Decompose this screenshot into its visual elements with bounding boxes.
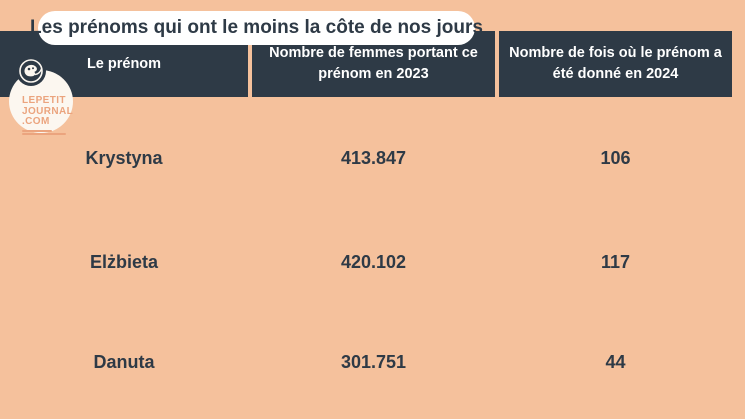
logo-fineprint [22, 129, 73, 135]
page-title: Les prénoms qui ont le moins la côte de … [30, 11, 483, 45]
cell-name: Krystyna [85, 147, 163, 168]
fineprint-bar [22, 132, 66, 135]
cell-given-2024: 106 [600, 147, 631, 168]
lepetitjournal-logo: LEPETIT JOURNAL .COM [9, 56, 74, 136]
page-title-text: Les prénoms qui ont le moins la côte de … [30, 17, 483, 38]
logo-line-2: JOURNAL [22, 105, 74, 117]
lepetitjournal-wordmark: LEPETIT JOURNAL .COM [22, 95, 74, 136]
cell-given-2024: 117 [600, 251, 631, 272]
cell-given-2024: 44 [605, 351, 626, 372]
table-row: Krystyna 413.847 106 [0, 145, 732, 171]
cell-count-2023: 420.102 [340, 251, 407, 272]
cell-name: Elżbieta [89, 251, 159, 272]
logo-line-1: LEPETIT [22, 95, 66, 106]
column-header-given-2024: Nombre de fois où le prénom a été donné … [499, 31, 732, 97]
table-row: Danuta 301.751 44 [0, 349, 732, 375]
logo-line-3: .COM [22, 116, 50, 127]
fineprint-bar [22, 129, 52, 132]
cell-name: Danuta [93, 351, 155, 372]
cell-count-2023: 413.847 [340, 147, 407, 168]
cell-count-2023: 301.751 [340, 351, 407, 372]
lepetitjournal-globe-icon [16, 56, 46, 86]
table-row: Elżbieta 420.102 117 [0, 249, 732, 275]
